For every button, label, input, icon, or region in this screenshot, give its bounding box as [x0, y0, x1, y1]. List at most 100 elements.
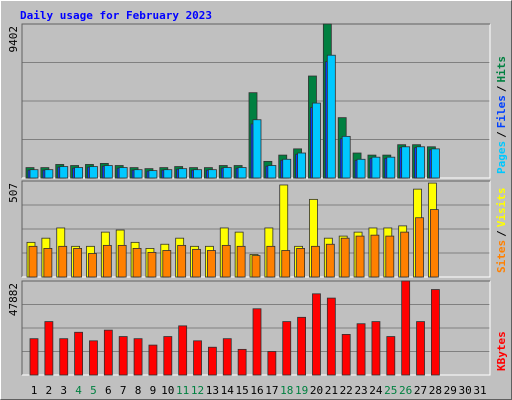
bar: [281, 250, 291, 278]
bar: [296, 248, 306, 278]
bar: [89, 340, 98, 376]
x-tick-label: 30: [459, 384, 472, 397]
bar: [430, 148, 440, 179]
bar: [400, 231, 410, 278]
bar: [355, 235, 365, 278]
legend-separator: /: [495, 85, 508, 92]
bar: [29, 169, 39, 179]
x-tick-label: 17: [265, 384, 278, 397]
legend-separator: /: [495, 230, 508, 237]
x-tick-label: 10: [161, 384, 174, 397]
legend-separator: /: [495, 131, 508, 138]
bevel: [22, 281, 491, 376]
bar: [386, 156, 396, 179]
bar: [206, 250, 216, 278]
bar: [267, 351, 277, 376]
legend-entry: Hits: [495, 56, 508, 83]
legend-entry: Files: [495, 95, 508, 128]
bar: [59, 166, 69, 179]
bar: [222, 338, 232, 376]
bar: [401, 146, 411, 179]
bar: [148, 170, 158, 179]
bar: [312, 102, 321, 179]
bar: [401, 280, 411, 376]
bar: [221, 244, 231, 278]
bar: [341, 135, 351, 179]
bar: [237, 167, 247, 179]
x-tick-label: 16: [250, 384, 263, 397]
bar: [251, 255, 261, 278]
bar: [312, 293, 321, 376]
bar: [266, 245, 276, 278]
y-tick-label: 507: [7, 183, 20, 203]
bar: [44, 321, 54, 376]
x-tick-label: 2: [46, 384, 53, 397]
bar: [429, 209, 439, 278]
bar: [103, 329, 113, 376]
bar: [163, 336, 173, 376]
x-tick-label: 4: [75, 384, 82, 397]
bar: [118, 336, 128, 376]
x-tick-label: 7: [120, 384, 127, 397]
bar: [102, 244, 112, 278]
bar: [133, 338, 143, 376]
bar: [132, 248, 142, 278]
bar: [73, 248, 82, 278]
x-tick-label: 25: [384, 384, 397, 397]
bar: [371, 156, 381, 179]
bar: [356, 158, 366, 179]
bar: [236, 245, 246, 278]
bar: [74, 331, 83, 376]
bar: [326, 54, 336, 179]
y-tick-label: 47882: [7, 283, 20, 316]
bar: [222, 167, 232, 179]
bar: [74, 167, 83, 179]
bar: [59, 338, 69, 376]
bar: [178, 168, 188, 179]
bar: [267, 165, 277, 179]
chart-title: Daily usage for February 2023: [20, 9, 212, 22]
bar: [340, 237, 350, 278]
x-tick-label: 18: [280, 384, 293, 397]
bar: [370, 234, 380, 278]
bar: [207, 169, 217, 179]
bar: [252, 119, 262, 179]
bar: [177, 244, 187, 278]
bar: [371, 321, 381, 376]
bar: [325, 243, 335, 278]
legend: Sites / Visits: [495, 188, 508, 274]
bar: [29, 338, 39, 376]
x-tick-label: 21: [325, 384, 338, 397]
bar: [193, 340, 202, 376]
bar: [117, 244, 127, 278]
bar: [193, 169, 202, 179]
bar: [326, 297, 336, 376]
x-tick-label: 13: [206, 384, 219, 397]
bar: [237, 348, 247, 376]
x-tick-label: 31: [473, 384, 486, 397]
bar: [192, 248, 201, 278]
x-tick-label: 5: [90, 384, 97, 397]
bar: [341, 334, 351, 376]
x-tick-label: 27: [414, 384, 427, 397]
bar: [385, 235, 395, 278]
legend-entry: KBytes: [495, 331, 508, 371]
x-tick-label: 12: [191, 384, 204, 397]
x-tick-label: 15: [236, 384, 249, 397]
x-tick-label: 28: [429, 384, 442, 397]
bar: [282, 321, 292, 376]
bar: [252, 308, 262, 376]
bar: [297, 316, 307, 376]
bar: [43, 248, 53, 278]
bar: [133, 169, 143, 179]
bar: [147, 251, 157, 278]
x-tick-label: 9: [150, 384, 157, 397]
bar: [28, 245, 38, 278]
x-tick-label: 8: [135, 384, 142, 397]
bar: [416, 146, 425, 179]
bar: [162, 250, 172, 278]
bar: [178, 325, 188, 376]
